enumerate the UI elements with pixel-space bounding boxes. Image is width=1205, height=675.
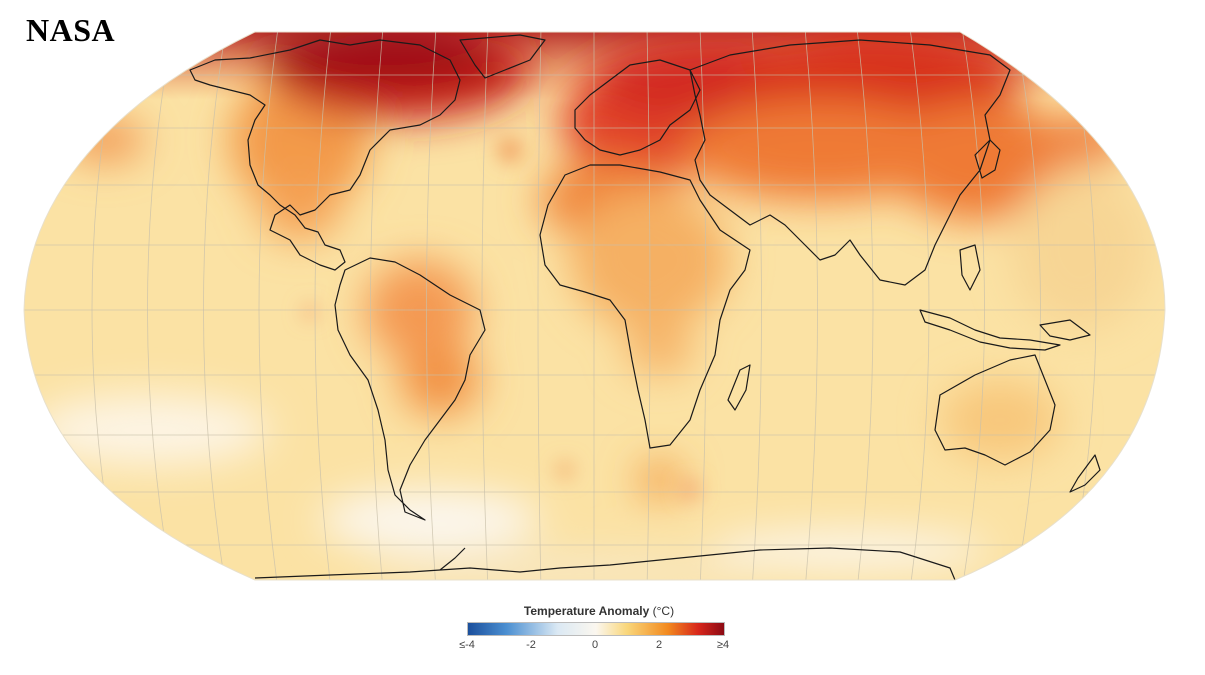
graticule bbox=[24, 32, 1165, 580]
legend-tick: ≥4 bbox=[716, 639, 730, 651]
madagascar-outline bbox=[727, 364, 751, 411]
europe-outline bbox=[574, 59, 701, 156]
new-guinea-outline bbox=[1039, 319, 1091, 341]
philippines-outline bbox=[959, 244, 981, 291]
legend-title-text: Temperature Anomaly bbox=[523, 604, 650, 618]
greenland-outline bbox=[459, 34, 546, 79]
legend-tick: 2 bbox=[655, 639, 663, 651]
new-zealand-outline bbox=[1069, 454, 1101, 493]
indonesia-outline bbox=[919, 309, 1061, 351]
nasa-logo: NASA bbox=[26, 12, 116, 48]
south-america-outline bbox=[334, 257, 486, 521]
africa-outline bbox=[539, 164, 751, 449]
legend-tick: -2 bbox=[526, 639, 536, 651]
coastlines bbox=[189, 34, 1101, 581]
legend-unit: (°C) bbox=[652, 604, 675, 618]
antarctica-outline bbox=[254, 547, 956, 581]
australia-outline bbox=[934, 354, 1056, 466]
japan-outline bbox=[974, 139, 1001, 179]
legend-ticks: ≤-4 -2 0 2 ≥4 bbox=[459, 636, 729, 652]
asia-outline bbox=[689, 39, 1011, 286]
north-america-outline bbox=[189, 39, 461, 271]
legend-tick: ≤-4 bbox=[459, 639, 475, 651]
color-legend: Temperature Anomaly (°C) ≤-4 -2 0 2 ≥4 bbox=[455, 604, 729, 652]
legend-title: Temperature Anomaly (°C) bbox=[473, 604, 725, 618]
legend-color-bar bbox=[467, 622, 725, 636]
legend-tick: 0 bbox=[591, 639, 599, 651]
antarctic-peninsula-outline bbox=[439, 547, 466, 571]
